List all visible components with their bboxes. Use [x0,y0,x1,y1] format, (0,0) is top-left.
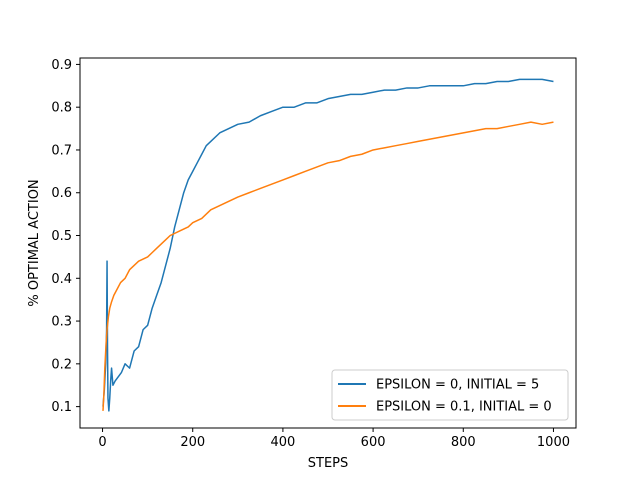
axes-frame [79,57,577,429]
legend-label-1: EPSILON = 0, INITIAL = 5 [376,378,539,393]
y-axis-title: % OPTIMAL ACTION [27,179,42,306]
x-axis-title: STEPS [308,456,349,471]
x-tick-label: 0 [98,435,106,450]
y-tick-label: 0.6 [51,186,72,201]
series-line-1 [102,78,554,412]
legend-label-2: EPSILON = 0.1, INITIAL = 0 [376,400,552,415]
series-layer [102,78,554,412]
legend: EPSILON = 0, INITIAL = 5 EPSILON = 0.1, I… [331,369,569,421]
x-axis-ticks: 0 200 400 600 800 1000 [98,428,570,450]
y-tick-label: 0.2 [51,357,72,372]
y-tick-label: 0.1 [51,400,72,415]
y-tick-label: 0.9 [51,58,72,73]
legend-frame [331,369,569,421]
y-axis-ticks: 0.1 0.2 0.3 0.4 0.5 0.6 0.7 0.8 0.9 [51,58,80,415]
x-tick-label: 400 [270,435,295,450]
x-tick-label: 200 [180,435,205,450]
y-tick-label: 0.3 [51,315,72,330]
y-tick-label: 0.4 [51,272,72,287]
x-tick-label: 600 [361,435,386,450]
x-tick-label: 800 [451,435,476,450]
y-tick-label: 0.7 [51,143,72,158]
y-tick-label: 0.5 [51,229,72,244]
x-tick-label: 1000 [537,435,570,450]
series-line-2 [102,121,554,411]
y-tick-label: 0.8 [51,101,72,116]
